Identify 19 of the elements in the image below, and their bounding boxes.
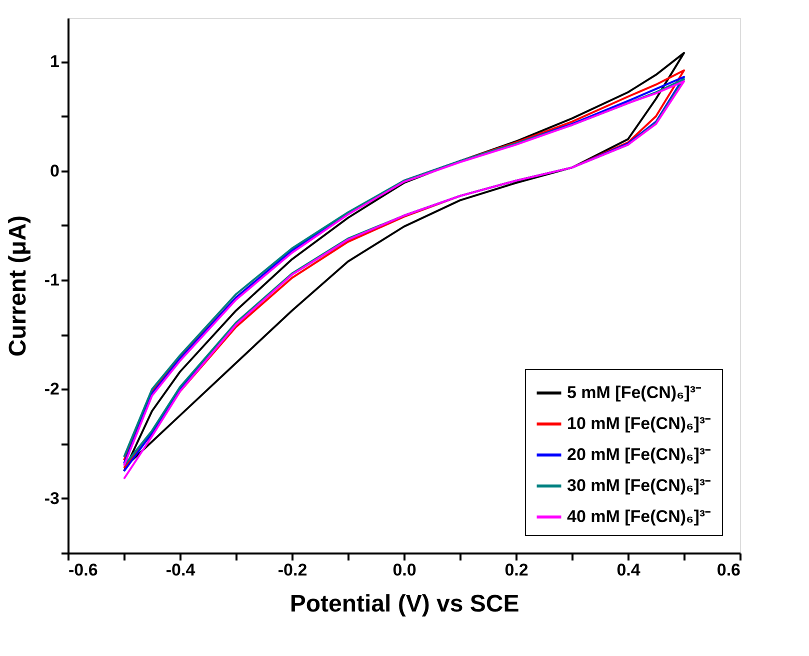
x-axis-title: Potential (V) vs SCE [290,590,520,618]
legend-label: 40 mM [Fe(CN)₆]³⁻ [567,507,712,526]
legend-label: 30 mM [Fe(CN)₆]³⁻ [567,476,712,495]
x-tick-label: -0.6 [68,560,98,580]
x-tick-label: 0.6 [716,560,740,580]
x-tick-label: -0.2 [278,560,308,580]
y-tick-label: -1 [44,270,60,290]
x-tick-label: 0.0 [392,560,416,580]
y-axis-title: Current (μA) [4,215,32,357]
y-tick-label: 1 [50,52,60,72]
y-tick-label: 0 [50,161,60,180]
legend-label: 10 mM [Fe(CN)₆]³⁻ [567,414,712,433]
y-tick-label: -2 [44,380,60,399]
x-tick-label: 0.4 [616,560,641,580]
x-tick-label: 0.2 [504,560,528,580]
legend-label: 20 mM [Fe(CN)₆]³⁻ [567,445,712,464]
x-tick-label: -0.4 [166,560,196,580]
legend-label: 5 mM [Fe(CN)₆]³⁻ [567,383,702,402]
y-tick-label: -3 [44,488,60,508]
